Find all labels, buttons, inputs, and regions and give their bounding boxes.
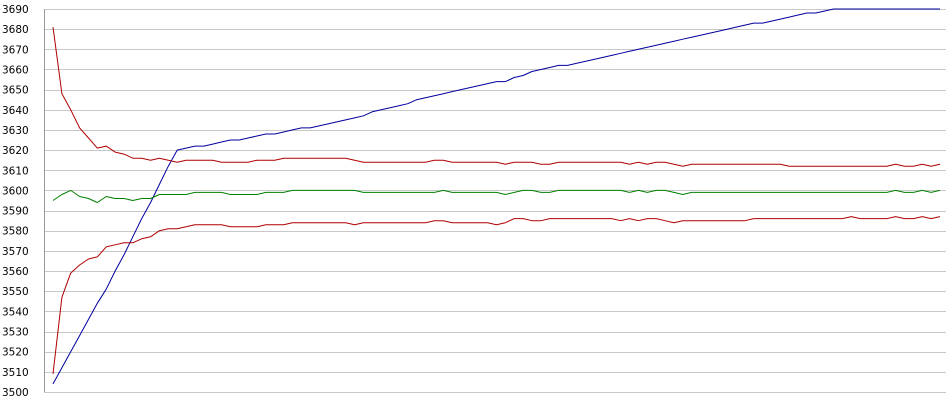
y-tick-label: 3510 (2, 367, 29, 379)
y-tick-label: 3540 (2, 306, 29, 318)
y-tick-label: 3690 (2, 4, 29, 16)
y-tick-label: 3530 (2, 327, 29, 339)
y-tick-label: 3560 (2, 266, 29, 278)
grid-lines (44, 9, 946, 393)
y-tick-label: 3500 (2, 387, 29, 399)
y-tick-label: 3550 (2, 286, 29, 298)
series-line-3 (52, 189, 941, 203)
y-tick-label: 3520 (2, 347, 29, 359)
y-tick-label: 3620 (2, 145, 29, 157)
y-tick-label: 3670 (2, 44, 29, 56)
y-axis-tick-labels: 3500 3510 3520 3530 3540 3550 3560 3570 3580 3590… (2, 4, 29, 399)
y-tick-label: 3570 (2, 246, 29, 258)
y-tick-label: 3650 (2, 85, 29, 97)
series-line-2 (52, 27, 941, 167)
plot-area (52, 8, 941, 385)
y-tick-label: 3610 (2, 165, 29, 177)
y-tick-label: 3600 (2, 185, 29, 197)
series-line-4 (52, 216, 941, 374)
y-tick-label: 3580 (2, 226, 29, 238)
y-tick-label: 3630 (2, 125, 29, 137)
y-tick-label: 3640 (2, 105, 29, 117)
y-tick-label: 3680 (2, 24, 29, 36)
y-tick-label: 3660 (2, 64, 29, 76)
series-line-1 (52, 8, 940, 385)
y-tick-label: 3590 (2, 206, 29, 218)
